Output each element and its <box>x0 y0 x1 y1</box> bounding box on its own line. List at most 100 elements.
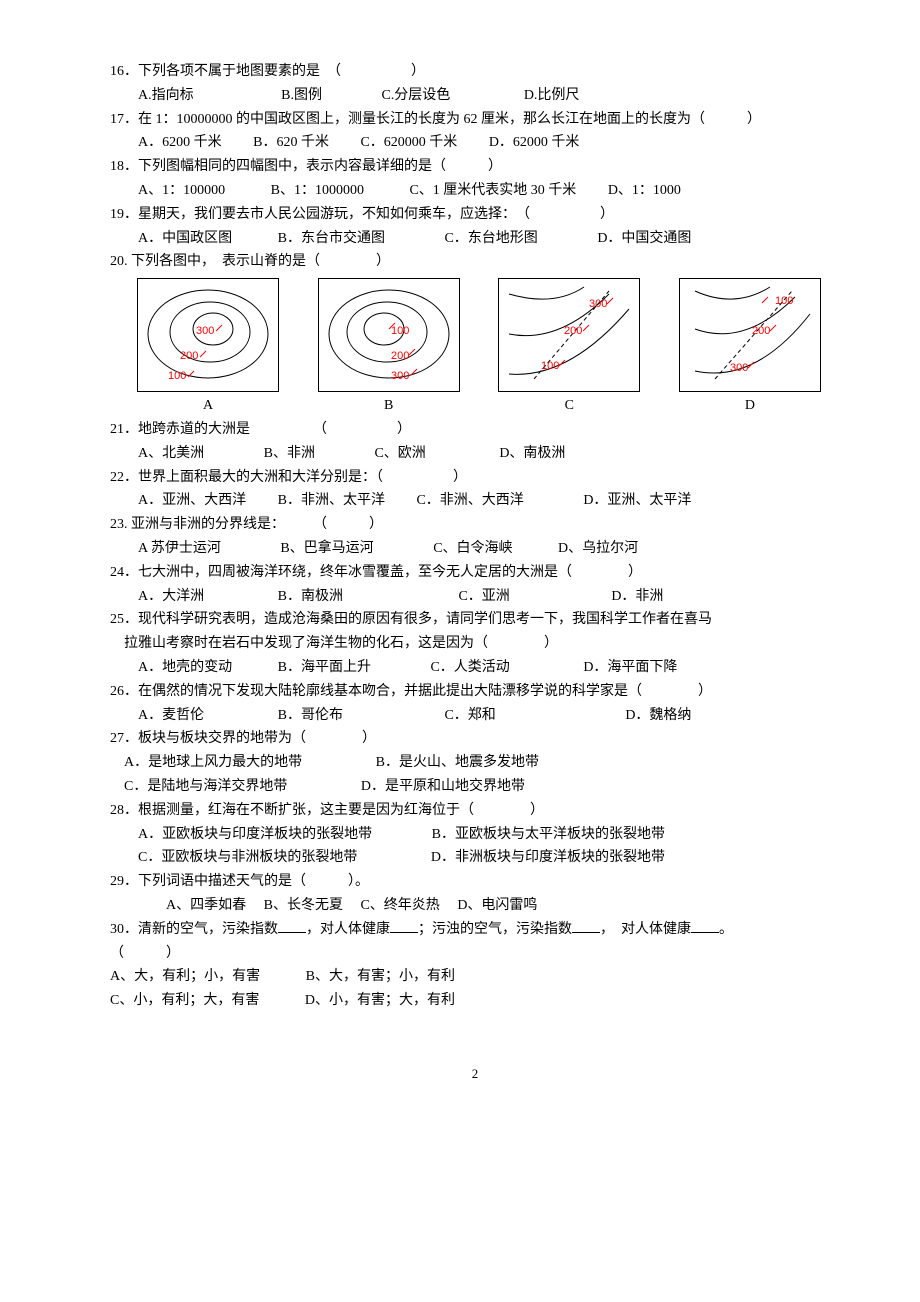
q23-b: B、巴拿马运河 <box>280 541 373 556</box>
q24-stem: 24．七大洲中，四周被海洋环绕，终年冰雪覆盖，至今无人定居的大洲是（ ） <box>110 561 840 585</box>
q20-fig-d: 100 200 300 D <box>680 278 820 418</box>
q29-b: B、长冬无夏 <box>264 898 343 913</box>
contour-label: 200 <box>391 350 409 362</box>
page-number: 2 <box>110 1063 840 1085</box>
q25-c: C．人类活动 <box>430 660 509 675</box>
q30-stem-mid3: ， 对人体健康 <box>600 922 691 937</box>
contour-label: 100 <box>541 360 559 372</box>
q27-a: A．是地球上风力最大的地带 <box>124 755 302 770</box>
q19-c: C．东台地形图 <box>444 231 537 246</box>
q16-stem: 16．下列各项不属于地图要素的是 （ ） <box>110 60 840 84</box>
q21-stem: 21．地跨赤道的大洲是 （ ） <box>110 418 840 442</box>
q22-b: B．非洲、太平洋 <box>278 493 385 508</box>
question-18: 18．下列图幅相同的四幅图中，表示内容最详细的是（ ） A、1：100000 B… <box>110 155 840 203</box>
q28-a: A．亚欧板块与印度洋板块的张裂地带 <box>138 827 372 842</box>
contour-label: 300 <box>730 362 748 374</box>
q23-stem: 23. 亚洲与非洲的分界线是： （ ） <box>110 513 840 537</box>
q29-options: A、四季如春 B、长冬无夏 C、终年炎热 D、电闪雷鸣 <box>110 894 840 918</box>
blank-icon <box>691 918 719 933</box>
q24-a: A．大洋洲 <box>138 589 204 604</box>
q21-d: D、南极洲 <box>499 446 565 461</box>
q24-options: A．大洋洲 B．南极洲 C．亚洲 D．非洲 <box>110 585 840 609</box>
contour-label: 300 <box>196 325 214 337</box>
q28-c: C．亚欧板块与非洲板块的张裂地带 <box>138 850 357 865</box>
fig-label-a: A <box>203 394 213 418</box>
q30-options-1: A、大，有利；小，有害 B、大，有害；小，有利 <box>110 965 840 989</box>
q22-c: C．非洲、大西洋 <box>416 493 523 508</box>
question-24: 24．七大洲中，四周被海洋环绕，终年冰雪覆盖，至今无人定居的大洲是（ ） A．大… <box>110 561 840 609</box>
q19-options: A．中国政区图 B．东台市交通图 C．东台地形图 D．中国交通图 <box>110 227 840 251</box>
q26-options: A．麦哲伦 B．哥伦布 C．郑和 D．魏格纳 <box>110 704 840 728</box>
q25-b: B．海平面上升 <box>278 660 371 675</box>
q28-options-2: C．亚欧板块与非洲板块的张裂地带 D．非洲板块与印度洋板块的张裂地带 <box>110 846 840 870</box>
contour-label: 300 <box>391 370 409 382</box>
q24-d: D．非洲 <box>611 589 663 604</box>
contour-label: 200 <box>752 325 770 337</box>
question-30: 30．清新的空气，污染指数，对人体健康；污浊的空气，污染指数， 对人体健康。 （… <box>110 918 840 1013</box>
q27-d: D．是平原和山地交界地带 <box>361 779 525 794</box>
q17-c: C．620000 千米 <box>360 135 457 150</box>
q18-b: B、1：1000000 <box>271 183 364 198</box>
q23-a: A 苏伊士运河 <box>138 541 221 556</box>
question-29: 29．下列词语中描述天气的是（ ）。 A、四季如春 B、长冬无夏 C、终年炎热 … <box>110 870 840 918</box>
q17-stem: 17．在 1：10000000 的中国政区图上，测量长江的长度为 62 厘米，那… <box>110 108 840 132</box>
q29-a: A、四季如春 <box>166 898 246 913</box>
q30-stem-mid1: ，对人体健康 <box>306 922 390 937</box>
contour-label: 200 <box>564 325 582 337</box>
q30-paren: （ ） <box>110 942 840 966</box>
q21-options: A、北美洲 B、非洲 C、欧洲 D、南极洲 <box>110 442 840 466</box>
q26-c: C．郑和 <box>444 708 495 723</box>
q21-b: B、非洲 <box>264 446 315 461</box>
q30-stem-pre: 30．清新的空气，污染指数 <box>110 922 278 937</box>
q28-options-1: A．亚欧板块与印度洋板块的张裂地带 B．亚欧板块与太平洋板块的张裂地带 <box>110 823 840 847</box>
contour-hill-icon: 300 200 100 <box>137 278 279 392</box>
question-17: 17．在 1：10000000 的中国政区图上，测量长江的长度为 62 厘米，那… <box>110 108 840 156</box>
q19-a: A．中国政区图 <box>138 231 232 246</box>
q19-stem: 19．星期天，我们要去市人民公园游玩，不知如何乘车，应选择： （ ） <box>110 203 840 227</box>
q23-d: D、乌拉尔河 <box>558 541 638 556</box>
q22-a: A．亚洲、大西洋 <box>138 493 246 508</box>
q25-stem1: 25．现代科学研究表明，造成沧海桑田的原因有很多，请同学们思考一下，我国科学工作… <box>110 608 840 632</box>
question-20: 20. 下列各图中， 表示山脊的是（ ） 300 200 100 A <box>110 250 840 418</box>
q23-options: A 苏伊士运河 B、巴拿马运河 C、白令海峡 D、乌拉尔河 <box>110 537 840 561</box>
q30-b: B、大，有害；小，有利 <box>306 969 455 984</box>
q21-a: A、北美洲 <box>138 446 204 461</box>
q19-b: B．东台市交通图 <box>278 231 385 246</box>
q27-b: B．是火山、地震多发地带 <box>376 755 539 770</box>
q20-figure-row: 300 200 100 A 100 200 300 B <box>110 274 840 418</box>
q16-a: A.指向标 <box>138 88 194 103</box>
fig-label-b: B <box>384 394 393 418</box>
question-27: 27．板块与板块交界的地带为（ ） A．是地球上风力最大的地带 B．是火山、地震… <box>110 727 840 798</box>
q27-options-2: C．是陆地与海洋交界地带 D．是平原和山地交界地带 <box>110 775 840 799</box>
q25-d: D．海平面下降 <box>583 660 677 675</box>
q24-b: B．南极洲 <box>278 589 343 604</box>
q26-stem: 26．在偶然的情况下发现大陆轮廓线基本吻合，并据此提出大陆漂移学说的科学家是（ … <box>110 680 840 704</box>
q18-options: A、1：100000 B、1：1000000 C、1 厘米代表实地 30 千米 … <box>110 179 840 203</box>
contour-label: 200 <box>180 350 198 362</box>
q26-d: D．魏格纳 <box>625 708 691 723</box>
q18-c: C、1 厘米代表实地 30 千米 <box>409 183 576 198</box>
q17-options: A．6200 千米 B．620 千米 C．620000 千米 D．62000 千… <box>110 131 840 155</box>
q20-fig-c: 300 200 100 C <box>499 278 639 418</box>
q17-a: A．6200 千米 <box>138 135 222 150</box>
q16-d: D.比例尺 <box>524 88 580 103</box>
q29-d: D、电闪雷鸣 <box>457 898 537 913</box>
q18-a: A、1：100000 <box>138 183 225 198</box>
q28-stem: 28．根据测量，红海在不断扩张，这主要是因为红海位于（ ） <box>110 799 840 823</box>
q28-d: D．非洲板块与印度洋板块的张裂地带 <box>431 850 665 865</box>
question-19: 19．星期天，我们要去市人民公园游玩，不知如何乘车，应选择： （ ） A．中国政… <box>110 203 840 251</box>
q16-options: A.指向标 B.图例 C.分层设色 D.比例尺 <box>110 84 840 108</box>
contour-basin-icon: 100 200 300 <box>318 278 460 392</box>
question-25: 25．现代科学研究表明，造成沧海桑田的原因有很多，请同学们思考一下，我国科学工作… <box>110 608 840 679</box>
question-23: 23. 亚洲与非洲的分界线是： （ ） A 苏伊士运河 B、巴拿马运河 C、白令… <box>110 513 840 561</box>
q22-stem: 22．世界上面积最大的大洲和大洋分别是：（ ） <box>110 466 840 490</box>
q30-c: C、小，有利；大，有害 <box>110 993 259 1008</box>
fig-label-c: C <box>565 394 574 418</box>
blank-icon <box>390 918 418 933</box>
q18-d: D、1：1000 <box>608 183 681 198</box>
q26-a: A．麦哲伦 <box>138 708 204 723</box>
q30-d: D、小，有害；大，有利 <box>305 993 455 1008</box>
q20-stem: 20. 下列各图中， 表示山脊的是（ ） <box>110 250 840 274</box>
q25-a: A．地壳的变动 <box>138 660 232 675</box>
q27-c: C．是陆地与海洋交界地带 <box>124 779 287 794</box>
